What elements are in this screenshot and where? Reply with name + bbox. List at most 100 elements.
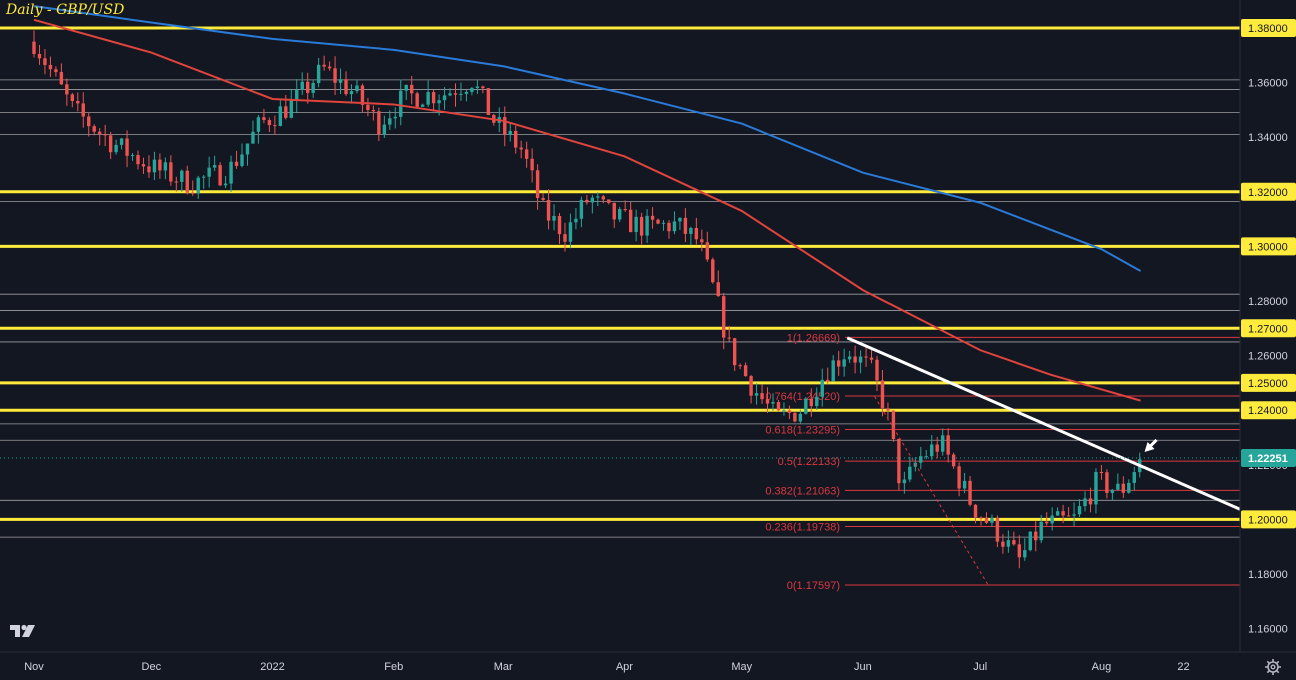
candle-body <box>1017 544 1022 558</box>
candle-body <box>388 118 392 125</box>
blue-moving-average-line <box>33 5 1142 272</box>
candle-body <box>289 100 293 118</box>
key-level-tag <box>1241 401 1296 420</box>
price-tick-label: 1.25000 <box>1248 378 1288 390</box>
candle-body <box>552 215 556 221</box>
candle-body <box>338 79 343 83</box>
candle-body <box>568 222 573 242</box>
candle-body <box>546 199 551 221</box>
candle-body <box>618 209 622 220</box>
candle-body <box>1099 472 1104 474</box>
candles <box>32 30 1142 569</box>
time-tick-label: Mar <box>494 661 513 673</box>
price-tick-label: 1.34000 <box>1248 132 1288 144</box>
candle-body <box>672 221 677 232</box>
candle-body <box>59 72 64 85</box>
arrow-head <box>1144 441 1155 452</box>
candle-body <box>97 131 102 134</box>
candle-body <box>464 91 469 94</box>
candle-body <box>700 239 704 243</box>
candle-body <box>661 222 666 224</box>
fib-level-label: 0(1.17597) <box>787 580 840 592</box>
candle-body <box>1121 483 1126 493</box>
candle-body <box>1083 498 1087 507</box>
candle-body <box>1088 498 1093 505</box>
candle-body <box>1061 511 1065 516</box>
candle-body <box>481 86 485 89</box>
candle-body <box>251 131 255 144</box>
candle-body <box>787 410 792 413</box>
time-tick-label: Nov <box>24 661 44 673</box>
candle-body <box>366 104 370 111</box>
candle-body <box>596 196 600 198</box>
candle-body <box>847 356 852 360</box>
fibonacci-retracement: 1(1.26669) 0.764(1.24520) 0.618(1.23295) 0.… <box>765 332 1240 592</box>
price-tick-label: 1.30000 <box>1248 241 1288 253</box>
candle-body <box>946 435 950 455</box>
candle-body <box>1034 531 1038 541</box>
candle-body <box>371 110 376 112</box>
fib-level-label: 0.764(1.24520) <box>765 391 840 403</box>
candle-body <box>804 398 808 414</box>
candle-body <box>1001 541 1005 547</box>
candle-body <box>43 58 47 65</box>
candle-body <box>984 517 989 523</box>
candle-body <box>1094 472 1098 505</box>
candle-body <box>880 380 885 409</box>
candle-body <box>935 444 939 452</box>
candle-body <box>1110 489 1115 493</box>
candle-body <box>316 64 321 83</box>
candle-body <box>711 259 715 283</box>
price-tick-label: 1.38000 <box>1248 23 1288 35</box>
current-price-tag <box>1241 448 1296 467</box>
candle-body <box>628 209 633 233</box>
candle-body <box>1105 472 1109 493</box>
candle-body <box>694 227 699 240</box>
candle-body <box>327 66 332 69</box>
candle-body <box>420 104 425 107</box>
time-tick-label: Feb <box>384 661 403 673</box>
candle-body <box>754 393 759 396</box>
candle-body <box>820 379 824 397</box>
candle-body <box>218 165 222 186</box>
candle-body <box>360 85 365 105</box>
price-tick-label: 1.27000 <box>1248 323 1288 335</box>
fib-level-label: 0.5(1.22133) <box>778 456 840 468</box>
red-moving-average-line <box>33 18 1141 402</box>
candle-body <box>886 408 890 411</box>
candle-body <box>940 435 945 452</box>
candle-body <box>229 161 233 184</box>
key-level-tag <box>1241 19 1296 37</box>
candle-body <box>897 438 901 484</box>
thin-levels <box>0 79 1240 538</box>
candle-body <box>437 100 441 104</box>
candle-body <box>574 218 578 223</box>
candle-body <box>979 517 983 519</box>
tradingview-logo-icon[interactable] <box>8 620 38 642</box>
candle-body <box>65 84 69 95</box>
descending-trendline <box>846 336 1241 511</box>
time-tick-label: 2022 <box>260 661 284 673</box>
candle-body <box>612 202 616 220</box>
candle-body <box>891 410 896 439</box>
candle-body <box>722 296 726 338</box>
key-level-tag <box>1241 373 1296 392</box>
key-level-tag <box>1241 510 1296 529</box>
key-level-tag <box>1241 237 1296 256</box>
candle-body <box>322 64 326 67</box>
candle-body <box>853 356 857 363</box>
candle-body <box>300 81 304 90</box>
candle-body <box>601 196 605 200</box>
candle-body <box>152 159 157 173</box>
candle-body <box>470 87 474 92</box>
candle-body <box>836 360 841 367</box>
candle-body <box>295 89 299 101</box>
candle-body <box>705 242 710 260</box>
price-tick-label: 1.16000 <box>1248 624 1288 636</box>
candle-body <box>656 219 660 224</box>
gear-icon[interactable] <box>1264 658 1282 676</box>
candle-body <box>908 466 912 480</box>
candle-body <box>1023 550 1027 558</box>
candle-body <box>738 365 742 367</box>
